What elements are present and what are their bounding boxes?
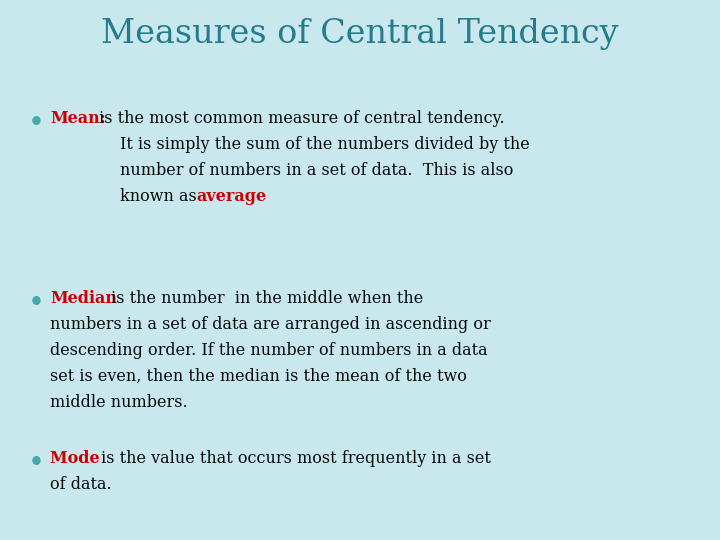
Text: is the value that occurs most frequently in a set: is the value that occurs most frequently… — [96, 450, 491, 467]
Text: set is even, then the median is the mean of the two: set is even, then the median is the mean… — [50, 368, 467, 385]
Text: known as: known as — [120, 188, 202, 205]
Text: numbers in a set of data are arranged in ascending or: numbers in a set of data are arranged in… — [50, 316, 491, 333]
Text: Measures of Central Tendency: Measures of Central Tendency — [102, 18, 618, 50]
Text: •: • — [28, 450, 45, 478]
Text: is the number  in the middle when the: is the number in the middle when the — [106, 290, 423, 307]
Text: middle numbers.: middle numbers. — [50, 394, 188, 411]
Text: Median: Median — [50, 290, 117, 307]
Text: •: • — [28, 110, 45, 138]
Text: descending order. If the number of numbers in a data: descending order. If the number of numbe… — [50, 342, 487, 359]
Text: average: average — [196, 188, 266, 205]
Text: is the most common measure of central tendency.: is the most common measure of central te… — [94, 110, 505, 127]
Text: number of numbers in a set of data.  This is also: number of numbers in a set of data. This… — [120, 162, 513, 179]
Text: Mean:: Mean: — [50, 110, 106, 127]
Text: of data.: of data. — [50, 476, 112, 493]
Text: It is simply the sum of the numbers divided by the: It is simply the sum of the numbers divi… — [120, 136, 530, 153]
Text: Mode: Mode — [50, 450, 105, 467]
Text: •: • — [28, 290, 45, 318]
